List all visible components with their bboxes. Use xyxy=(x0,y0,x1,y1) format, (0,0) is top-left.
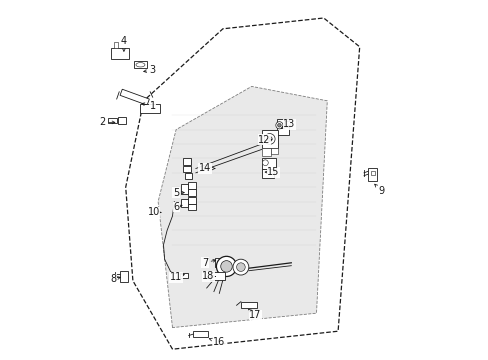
Text: 12: 12 xyxy=(258,135,271,145)
Bar xyxy=(283,121,289,127)
Ellipse shape xyxy=(136,63,144,67)
Text: 16: 16 xyxy=(209,337,225,347)
Bar xyxy=(270,148,277,154)
Bar xyxy=(111,48,128,59)
Bar xyxy=(187,182,196,189)
Polygon shape xyxy=(158,86,326,328)
Circle shape xyxy=(266,136,272,141)
Bar xyxy=(140,104,160,113)
Text: 1: 1 xyxy=(142,101,156,111)
Bar xyxy=(120,271,128,282)
Circle shape xyxy=(220,261,232,272)
Text: 7: 7 xyxy=(202,258,215,268)
Text: 18: 18 xyxy=(202,271,215,282)
Bar xyxy=(193,331,207,337)
Text: 15: 15 xyxy=(264,167,279,177)
Text: 11: 11 xyxy=(170,272,184,282)
Bar xyxy=(261,169,274,178)
Circle shape xyxy=(275,122,283,129)
Bar xyxy=(183,158,191,165)
Circle shape xyxy=(277,123,281,127)
Text: 9: 9 xyxy=(374,184,384,196)
Text: 10: 10 xyxy=(147,207,161,217)
Bar xyxy=(183,166,191,172)
Bar xyxy=(215,258,231,267)
Bar xyxy=(180,273,187,278)
Bar xyxy=(114,42,118,48)
Bar xyxy=(185,173,191,179)
Bar xyxy=(187,204,196,210)
Bar xyxy=(181,199,187,207)
Bar xyxy=(187,189,196,196)
Text: 17: 17 xyxy=(248,309,261,320)
Bar xyxy=(120,89,149,105)
Circle shape xyxy=(216,256,236,276)
Bar xyxy=(261,130,277,148)
Bar xyxy=(261,158,276,169)
Bar xyxy=(118,117,125,124)
Bar xyxy=(133,61,147,68)
Text: 14: 14 xyxy=(198,163,214,174)
Text: 3: 3 xyxy=(143,65,156,75)
Text: 13: 13 xyxy=(281,119,295,129)
Circle shape xyxy=(236,263,244,271)
Text: 6: 6 xyxy=(173,202,182,212)
Text: 5: 5 xyxy=(173,188,184,198)
Text: 4: 4 xyxy=(121,36,127,51)
Bar xyxy=(210,272,225,280)
Bar xyxy=(241,302,257,308)
Bar xyxy=(277,119,288,135)
Bar xyxy=(367,168,376,181)
Circle shape xyxy=(232,259,248,275)
Bar xyxy=(370,171,374,175)
Bar xyxy=(261,148,270,156)
Circle shape xyxy=(262,160,268,166)
Bar xyxy=(107,118,117,123)
Bar xyxy=(181,184,187,194)
Text: 2: 2 xyxy=(99,117,115,127)
Bar xyxy=(187,197,196,204)
Circle shape xyxy=(264,134,275,144)
Text: 8: 8 xyxy=(110,274,120,284)
